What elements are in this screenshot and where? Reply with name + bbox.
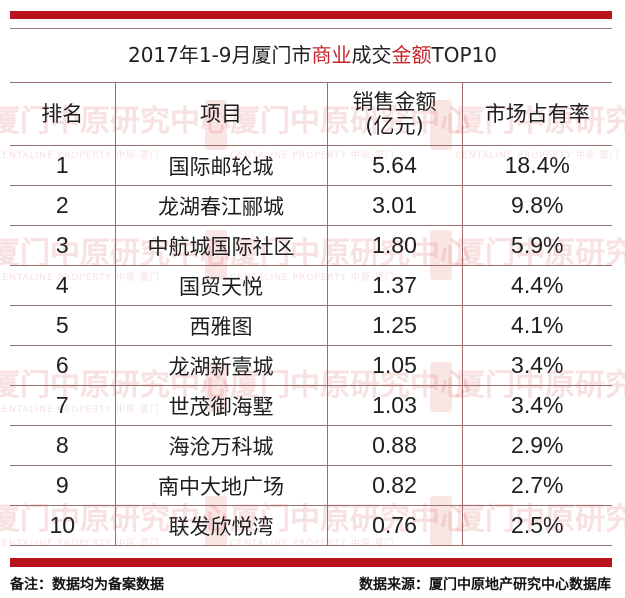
- cell-amount: 1.03: [326, 385, 462, 426]
- ranking-table: 排名 项目 销售金额 (亿元) 市场占有率 1 国际邮轮城 5.64 18.4%…: [10, 82, 612, 546]
- header-rank: 排名: [10, 82, 115, 146]
- cell-project: 龙湖春江郦城: [114, 185, 327, 226]
- header-amount-unit: (亿元): [365, 114, 424, 138]
- cell-project: 联发欣悦湾: [114, 505, 327, 546]
- top-divider: [10, 28, 612, 29]
- cell-project: 世茂御海墅: [114, 385, 327, 426]
- cell-project: 西雅图: [114, 305, 327, 346]
- table-row: 2 龙湖春江郦城 3.01 9.8%: [10, 185, 612, 226]
- table-row: 5 西雅图 1.25 4.1%: [10, 305, 612, 346]
- cell-project: 国贸天悦: [114, 265, 327, 306]
- cell-project: 海沧万科城: [114, 425, 327, 466]
- table-row: 3 中航城国际社区 1.80 5.9%: [10, 225, 612, 266]
- page-title: 2017年1-9月厦门市商业成交金额TOP10: [0, 42, 625, 68]
- cell-rank: 10: [10, 505, 115, 546]
- footer-source: 数据来源：厦门中原地产研究中心数据库: [359, 577, 611, 593]
- cell-rank: 7: [10, 385, 115, 426]
- footer-note: 备注：数据均为备案数据: [10, 577, 164, 593]
- cell-share: 2.9%: [461, 425, 612, 466]
- cell-amount: 5.64: [326, 145, 462, 186]
- header-amount-label: 销售金额: [352, 90, 437, 114]
- header-share: 市场占有率: [461, 82, 612, 146]
- title-highlight: 金额: [391, 43, 432, 67]
- table-row: 4 国贸天悦 1.37 4.4%: [10, 265, 612, 306]
- header-amount: 销售金额 (亿元): [326, 82, 462, 146]
- table-row: 10 联发欣悦湾 0.76 2.5%: [10, 505, 612, 546]
- title-part: 成交: [351, 43, 392, 67]
- table-row: 7 世茂御海墅 1.03 3.4%: [10, 385, 612, 426]
- header-project: 项目: [114, 82, 327, 146]
- title-part: TOP10: [431, 43, 498, 67]
- cell-share: 2.7%: [461, 465, 612, 506]
- cell-amount: 0.82: [326, 465, 462, 506]
- cell-share: 2.5%: [461, 505, 612, 546]
- cell-rank: 2: [10, 185, 115, 226]
- top-accent-bar: [10, 11, 612, 19]
- cell-share: 5.9%: [461, 225, 612, 266]
- table-row: 8 海沧万科城 0.88 2.9%: [10, 425, 612, 466]
- cell-share: 3.4%: [461, 385, 612, 426]
- cell-share: 9.8%: [461, 185, 612, 226]
- cell-amount: 1.80: [326, 225, 462, 266]
- cell-rank: 6: [10, 345, 115, 386]
- cell-amount: 1.37: [326, 265, 462, 306]
- table-header-row: 排名 项目 销售金额 (亿元) 市场占有率: [10, 82, 612, 146]
- cell-project: 国际邮轮城: [114, 145, 327, 186]
- table-row: 1 国际邮轮城 5.64 18.4%: [10, 145, 612, 186]
- cell-amount: 0.76: [326, 505, 462, 546]
- cell-amount: 1.05: [326, 345, 462, 386]
- cell-amount: 3.01: [326, 185, 462, 226]
- cell-project: 南中大地广场: [114, 465, 327, 506]
- table-row: 9 南中大地广场 0.82 2.7%: [10, 465, 612, 506]
- cell-rank: 3: [10, 225, 115, 266]
- cell-rank: 4: [10, 265, 115, 306]
- cell-amount: 0.88: [326, 425, 462, 466]
- title-highlight: 商业: [311, 43, 352, 67]
- bottom-accent-bar: [10, 558, 612, 567]
- cell-share: 3.4%: [461, 345, 612, 386]
- cell-amount: 1.25: [326, 305, 462, 346]
- cell-share: 18.4%: [461, 145, 612, 186]
- cell-rank: 9: [10, 465, 115, 506]
- cell-rank: 5: [10, 305, 115, 346]
- table-row: 6 龙湖新壹城 1.05 3.4%: [10, 345, 612, 386]
- cell-project: 龙湖新壹城: [114, 345, 327, 386]
- cell-rank: 1: [10, 145, 115, 186]
- cell-project: 中航城国际社区: [114, 225, 327, 266]
- cell-share: 4.4%: [461, 265, 612, 306]
- cell-share: 4.1%: [461, 305, 612, 346]
- title-part: 2017年1-9月厦门市: [127, 43, 312, 67]
- cell-rank: 8: [10, 425, 115, 466]
